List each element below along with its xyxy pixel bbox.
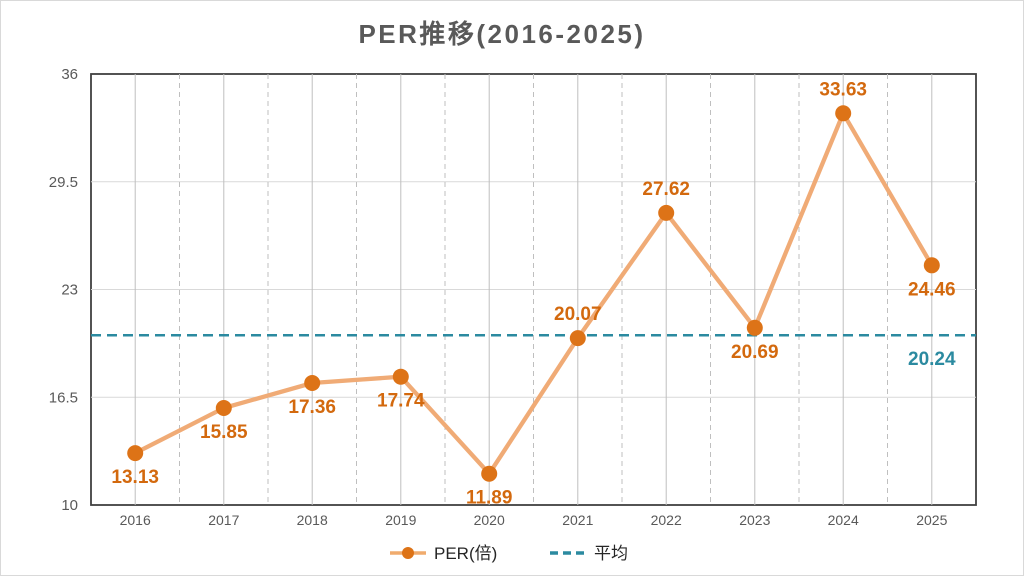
svg-text:PER(倍): PER(倍) (434, 544, 497, 563)
svg-text:13.13: 13.13 (111, 467, 159, 488)
svg-text:33.63: 33.63 (819, 79, 867, 100)
svg-text:17.36: 17.36 (288, 397, 336, 418)
svg-text:2024: 2024 (828, 512, 859, 528)
svg-text:20.07: 20.07 (554, 304, 602, 325)
svg-text:2019: 2019 (385, 512, 416, 528)
svg-text:2016: 2016 (120, 512, 151, 528)
svg-text:23: 23 (61, 282, 78, 299)
svg-text:2022: 2022 (651, 512, 682, 528)
svg-text:平均: 平均 (594, 544, 628, 563)
svg-text:20.69: 20.69 (731, 342, 779, 363)
svg-text:2018: 2018 (297, 512, 328, 528)
svg-text:2021: 2021 (562, 512, 593, 528)
svg-text:2017: 2017 (208, 512, 239, 528)
svg-text:36: 36 (61, 66, 78, 83)
svg-text:2023: 2023 (739, 512, 770, 528)
svg-text:17.74: 17.74 (377, 391, 425, 412)
svg-text:10: 10 (61, 497, 78, 514)
svg-text:27.62: 27.62 (642, 179, 690, 200)
svg-text:15.85: 15.85 (200, 422, 248, 443)
svg-text:20.24: 20.24 (908, 349, 956, 370)
svg-text:16.5: 16.5 (49, 389, 78, 406)
svg-text:24.46: 24.46 (908, 279, 956, 300)
svg-text:29.5: 29.5 (49, 174, 78, 191)
svg-text:11.89: 11.89 (466, 488, 513, 509)
svg-text:2020: 2020 (474, 512, 505, 528)
svg-text:2025: 2025 (916, 512, 947, 528)
